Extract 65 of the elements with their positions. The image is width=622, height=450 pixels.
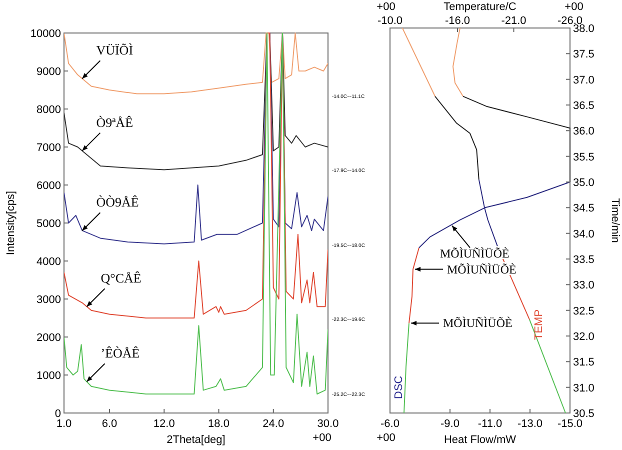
x-tick-label: -9.0 <box>440 418 460 430</box>
y-tick-label: 34.0 <box>573 228 594 240</box>
line-series <box>64 32 328 170</box>
y-tick-label: 3000 <box>36 294 61 306</box>
y-tick-label: 35.0 <box>573 177 594 189</box>
x-tick-label: -11.0 <box>478 418 502 430</box>
y-tick-label: 31.0 <box>573 382 594 394</box>
y-tick-label: 9000 <box>36 66 61 78</box>
line-series <box>452 28 464 97</box>
y-tick-label: 1000 <box>36 370 61 382</box>
x-tick-label: -15.0 <box>557 418 583 430</box>
y-tick-label: 37.0 <box>573 74 594 86</box>
y-tick-label: 35.5 <box>573 151 594 164</box>
y-tick-label: 7000 <box>36 142 61 154</box>
y-axis-title: Time/min <box>609 198 621 243</box>
y-tick-label: 8000 <box>36 104 61 116</box>
annotation: Q°CÅÊ <box>100 270 142 286</box>
y-tick-label: 32.5 <box>573 305 594 318</box>
x-tick-label: -13.0 <box>517 418 543 430</box>
x-axis-title: Heat Flow/mW <box>444 434 517 446</box>
y-tick-label: 36.0 <box>573 126 594 138</box>
line-series <box>64 32 328 394</box>
x2-axis-title: Temperature/C <box>444 1 516 13</box>
text: +00 <box>376 1 396 13</box>
annotation: TEMP <box>533 309 545 340</box>
x-tick-label: 6.0 <box>102 418 118 430</box>
y-tick-label: 10000 <box>30 28 61 40</box>
y-tick-label: 6000 <box>36 180 61 192</box>
x-tick-label: 12.0 <box>153 418 175 430</box>
annotation: ÒÒ9ÅÊ <box>96 194 139 210</box>
line-series <box>418 182 570 248</box>
annotation: Ò9ªÅÊ <box>96 114 134 130</box>
y-tick-label: 30.5 <box>573 408 594 420</box>
line-series <box>64 32 328 318</box>
x-tick-label: 30.0 <box>317 418 339 430</box>
annotation: DSC <box>393 376 405 399</box>
line-series <box>462 96 570 182</box>
x2-tick-label: -21.0 <box>501 15 526 27</box>
x2-tick-label: -10.0 <box>377 15 403 27</box>
text: +00 <box>564 1 584 13</box>
x2-tick-label: -16.0 <box>444 15 470 27</box>
y-tick-label: 33.0 <box>573 280 594 292</box>
y-tick-label: 37.5 <box>573 48 594 61</box>
text: +00 <box>312 432 332 444</box>
y-tick-label: 2000 <box>36 332 61 344</box>
line-series <box>64 32 328 94</box>
y-tick-label: 31.5 <box>573 356 594 369</box>
text: +00 <box>376 432 396 444</box>
y-tick-label: 4000 <box>36 256 61 268</box>
y-tick-label: 34.5 <box>573 202 594 215</box>
x-tick-label: 1.0 <box>56 418 72 430</box>
line-series <box>408 247 420 324</box>
y-axis-title: Intensity[cps] <box>5 190 17 256</box>
x-axis-title: 2Theta[deg] <box>166 434 226 446</box>
x-tick-label: -6.0 <box>380 418 400 430</box>
annotation: MÕÌUÑÌÜÕÈ <box>443 316 512 330</box>
y-tick-label: 0 <box>54 408 61 420</box>
annotation: ʼÊÒÅÊ <box>100 346 140 361</box>
x-tick-label: 24.0 <box>262 418 284 430</box>
x-tick-label: 18.0 <box>208 418 230 430</box>
y-tick-label: 36.5 <box>573 100 594 112</box>
y-tick-label: 32.0 <box>573 331 594 343</box>
annotation: VÜÏÕÌ <box>96 42 134 58</box>
y-tick-label: 33.5 <box>573 254 594 266</box>
y-tick-label: 5000 <box>36 218 61 230</box>
